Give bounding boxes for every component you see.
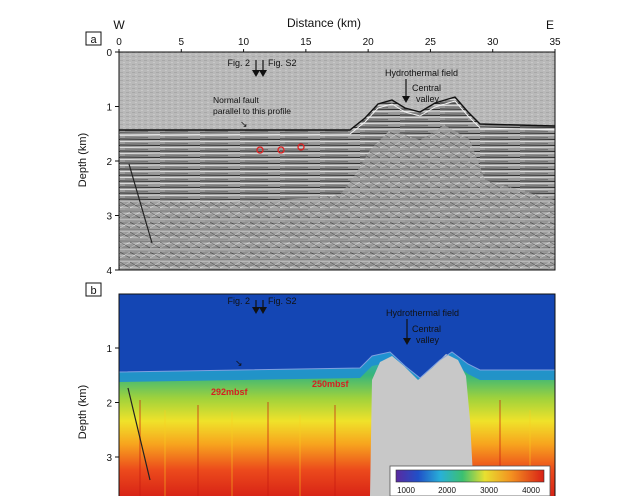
label-valley-a: valley [416, 94, 440, 104]
colorbar-tick-label: 2000 [438, 486, 456, 495]
colorbar-tick-labels: 1000 2000 3000 4000 [397, 486, 540, 495]
depth-tick-label: 3 [106, 453, 112, 464]
x-axis-title: Distance (km) [287, 16, 361, 30]
x-tick-labels: 0 5 10 15 20 25 30 35 [116, 37, 561, 52]
label-292mbsf: 292mbsf [211, 387, 249, 397]
label-fig2: Fig. 2 [227, 58, 250, 68]
west-label: W [113, 18, 125, 32]
x-tick-label: 20 [363, 37, 375, 48]
seafloor-line-b [119, 351, 555, 379]
panel-b-depth-ticks: 1 2 3 [106, 344, 119, 464]
east-label: E [546, 18, 554, 32]
panel-b-letter-box [85, 282, 102, 297]
fault-line [128, 163, 153, 244]
seafloor-multiple [119, 100, 555, 135]
velocity-colorbar: 1000 2000 3000 4000 [389, 465, 551, 496]
arrow-figS2 [259, 60, 267, 77]
label-valley-b: valley [416, 335, 440, 345]
label-hydrothermal-field-a: Hydrothermal field [385, 68, 458, 78]
x-tick-label: 0 [116, 37, 122, 48]
seismic-section [119, 52, 555, 270]
arrow-fig2-b [252, 300, 260, 314]
depth-tick-label: 1 [106, 103, 112, 114]
panel-b-frame [118, 293, 556, 496]
panel-a-y-axis-title: Depth (km) [77, 133, 89, 187]
basement-reflections [119, 125, 555, 270]
arrow-hydrothermal-a [402, 79, 410, 103]
x-tick-label: 10 [238, 37, 250, 48]
label-central-b: Central [412, 324, 441, 334]
velocity-model [119, 294, 555, 496]
panel-b-y-axis-title: Depth (km) [77, 385, 89, 439]
label-figS2-b: Fig. S2 [268, 296, 297, 306]
colorbar-gradient [395, 469, 545, 483]
seafloor-reflector [119, 96, 555, 131]
panel-b: b Depth [77, 282, 556, 496]
depth-tick-label: 4 [106, 266, 112, 277]
x-tick-label: 5 [179, 37, 185, 48]
unresolved-region [370, 354, 474, 496]
depth-tick-label: 0 [106, 48, 112, 59]
depth-tick-label: 1 [106, 344, 112, 355]
panel-a-depth-ticks: 0 1 2 3 4 [106, 48, 119, 277]
label-figS2: Fig. S2 [268, 58, 297, 68]
label-central-a: Central [412, 83, 441, 93]
x-tick-label: 25 [425, 37, 437, 48]
label-parallel-profile: parallel to this profile [213, 106, 291, 116]
fault-symbol-icon: ↘ [235, 358, 243, 368]
colorbar-tick-label: 1000 [397, 486, 415, 495]
panel-b-letter: b [90, 285, 96, 297]
fault-symbol-icon: ↘ [240, 119, 248, 129]
label-250mbsf: 250mbsf [312, 379, 350, 389]
depth-tick-label: 2 [106, 157, 112, 168]
velocity-texture [139, 400, 531, 496]
colorbar-tick-label: 4000 [522, 486, 540, 495]
label-normal-fault: Normal fault [213, 95, 259, 105]
panel-a-letter: a [90, 34, 97, 46]
arrow-fig2 [252, 60, 260, 77]
marker-circle [256, 146, 264, 154]
x-tick-label: 15 [300, 37, 312, 48]
fault-line-b [127, 387, 151, 481]
marker-circle [297, 143, 305, 151]
colorbar-tick-label: 3000 [480, 486, 498, 495]
marker-circle [277, 146, 285, 154]
label-hydrothermal-field-b: Hydrothermal field [386, 308, 459, 318]
depth-tick-label: 3 [106, 212, 112, 223]
x-tick-label: 35 [549, 37, 561, 48]
panel-a: a Depth (km) 0 1 2 3 4 Fig. 2 Fig. S2 [77, 31, 556, 277]
depth-tick-label: 2 [106, 399, 112, 410]
panel-a-letter-box [85, 31, 102, 46]
x-tick-label: 30 [487, 37, 499, 48]
arrow-figS2-b [259, 300, 267, 314]
label-fig2-b: Fig. 2 [227, 296, 250, 306]
arrow-hydrothermal-b [403, 319, 411, 345]
